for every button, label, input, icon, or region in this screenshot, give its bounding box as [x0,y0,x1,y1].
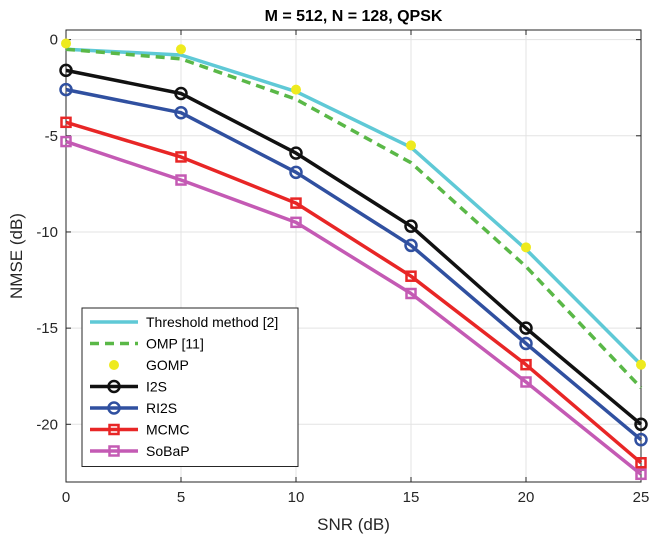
y-tick-label: -10 [36,224,58,241]
series-point [289,165,303,180]
x-tick-label: 15 [403,489,420,506]
legend-label: OMP [11] [146,336,204,352]
legend-marker [109,360,119,370]
legend: Threshold method [2] OMP [11] GOMP I2S RI2S M… [81,307,299,467]
series-6 [60,135,647,481]
series-point [174,86,188,101]
series-line [65,139,643,476]
series-1 [65,47,643,389]
y-axis-label: NMSE (dB) [7,213,26,299]
x-tick-label: 25 [633,489,649,506]
series-point [634,417,648,432]
x-tick-label: 10 [288,489,305,506]
series-point [60,135,72,148]
y-tick-label: 0 [50,32,58,49]
legend-label: Threshold method [2] [146,314,278,330]
series-point [519,336,533,351]
legend-label: GOMP [146,357,189,373]
series-line [65,68,643,426]
legend-label: SoBaP [146,443,190,459]
legend-label: MCMC [146,422,190,438]
series-point [289,146,303,160]
plot-frame [65,29,642,483]
series-point [405,287,417,300]
series-point [635,468,647,481]
series-point [61,38,71,49]
series-point [176,44,186,55]
series-point [290,216,302,229]
series-3 [59,63,648,432]
y-tick-label: -15 [36,320,58,337]
series-point [519,321,533,335]
series-point [405,270,417,282]
y-tick-label: -5 [45,128,58,145]
series-point [521,242,531,253]
series-point [406,140,416,151]
series-line [65,47,643,389]
series-point [634,432,648,447]
chart-title: M = 512, N = 128, QPSK [265,8,443,25]
x-tick-label: 20 [518,489,535,506]
legend-label: RI2S [146,400,177,416]
series-point [174,105,188,120]
y-tick-label: -20 [36,416,58,433]
series-layer [59,38,648,481]
series-point [291,84,301,95]
x-tick-label: 0 [62,489,70,506]
series-2 [61,38,646,370]
series-5 [60,116,647,469]
legend-marker [107,401,121,415]
series-point [59,63,73,78]
series-point [175,174,187,186]
grid [65,30,642,482]
series-4 [59,82,648,447]
series-point [290,197,302,209]
series-point [60,116,72,129]
series-point [59,82,73,97]
series-line [65,87,643,442]
legend-marker [107,379,121,394]
series-point [520,358,532,371]
legend-label: I2S [146,379,167,395]
x-tick-label: 5 [177,489,185,506]
x-axis-label: SNR (dB) [317,515,390,534]
series-0 [65,47,643,366]
series-line [65,120,643,465]
series-point [404,219,418,233]
legend-marker [108,423,120,436]
series-point [175,151,187,163]
legend-box [81,307,299,467]
axis-ticks: 0 5 10 15 20 25 0 -5 -10 -15 -20 [36,30,649,506]
series-point [520,376,532,388]
series-point [404,238,418,253]
legend-marker [108,445,120,457]
series-line [65,47,643,366]
series-point [635,457,647,469]
series-point [636,359,646,370]
